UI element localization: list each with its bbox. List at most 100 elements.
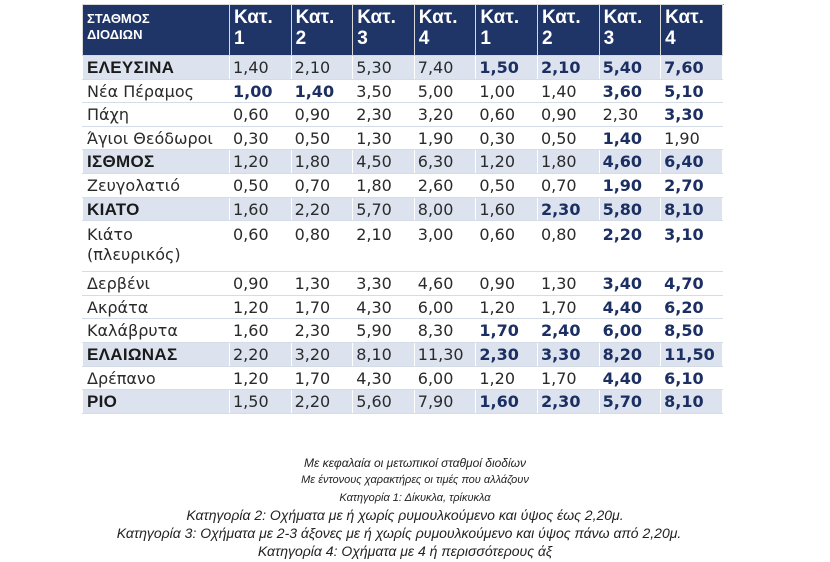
price-cell: 3,60 — [598, 78, 662, 104]
toll-price-table: ΣΤΑΘΜΟΣ ΔΙΟΔΙΩΝ Κατ. 1 Κατ. 2 Κατ. 3 Κατ. 4 … — [82, 4, 723, 414]
price-cell: 1,20 — [229, 365, 292, 391]
price-cell: 2,20 — [229, 341, 292, 367]
table-row: Ζευγολατιό 0,50 0,70 1,80 2,60 0,50 0,70 1,90 2,… — [82, 172, 723, 198]
price-cell: 0,60 — [229, 102, 292, 127]
price-cell: 8,10 — [352, 341, 415, 367]
price-cell: 3,20 — [413, 102, 477, 127]
price-cell: 2,30 — [536, 389, 600, 414]
price-cell: 1,70 — [536, 294, 600, 320]
price-cell: 2,30 — [598, 102, 662, 127]
price-cell: 7,90 — [413, 389, 477, 414]
price-cell: 1,70 — [290, 294, 354, 320]
price-cell: 2,30 — [475, 341, 538, 367]
price-cell: 8,10 — [660, 196, 723, 222]
price-cell: 4,70 — [660, 271, 723, 296]
station-header-line1: ΣΤΑΘΜΟΣ — [87, 11, 150, 26]
price-cell: 6,00 — [413, 294, 477, 320]
note-category-2: Κατηγορία 2: Οχήματα με ή χωρίς ρυμουλκο… — [186, 507, 624, 523]
price-cell: 1,20 — [475, 294, 538, 320]
price-cell: 0,70 — [536, 172, 600, 198]
price-cell: 5,70 — [352, 196, 415, 222]
price-cell: 1,20 — [475, 149, 538, 174]
price-cell: 1,60 — [229, 318, 292, 343]
price-cell: 1,80 — [290, 149, 354, 174]
price-cell: 1,40 — [536, 78, 600, 104]
price-cell: 1,80 — [352, 172, 415, 198]
price-cell: 2,10 — [290, 55, 354, 80]
price-cell: 4,30 — [352, 294, 415, 320]
price-cell: 3,00 — [413, 220, 477, 273]
table-row: ΕΛΑΙΩΝΑΣ 2,20 3,20 8,10 11,30 2,30 3,30 8,20 11,… — [82, 341, 723, 367]
price-cell: 2,40 — [536, 318, 600, 343]
price-cell: 7,40 — [413, 55, 477, 80]
category-header: Κατ. 3 — [598, 4, 662, 56]
table-row: Δερβένι 0,90 1,30 3,30 4,60 0,90 1,30 3,40 4,70 — [82, 271, 723, 296]
price-cell: 1,70 — [475, 318, 538, 343]
category-header: Κατ. 4 — [660, 4, 723, 56]
price-cell: 0,60 — [475, 220, 538, 273]
price-cell: 2,10 — [352, 220, 415, 273]
price-cell: 0,50 — [475, 172, 538, 198]
note-category-4: Κατηγορία 4: Οχήματα με 4 ή περισσότερου… — [257, 543, 553, 559]
note-capitals: Με κεφαλαία οι μετωπικοί σταθμοί διοδίων — [304, 456, 526, 470]
price-cell: 11,30 — [413, 341, 477, 367]
price-cell: 2,30 — [352, 102, 415, 127]
price-cell: 6,20 — [660, 294, 723, 320]
table-header-row: ΣΤΑΘΜΟΣ ΔΙΟΔΙΩΝ Κατ. 1 Κατ. 2 Κατ. 3 Κατ. 4 … — [82, 4, 723, 56]
note-category-1: Κατηγορία 1: Δίκυκλα, τρίκυκλα — [339, 492, 491, 504]
table-row: Άγιοι Θεόδωροι 0,30 0,50 1,30 1,90 0,30 0,50 1,… — [82, 125, 723, 151]
category-header: Κατ. 1 — [475, 4, 538, 56]
price-cell: 1,40 — [229, 55, 292, 80]
price-cell: 7,60 — [660, 55, 723, 80]
price-cell: 5,60 — [352, 389, 415, 414]
price-cell: 3,30 — [660, 102, 723, 127]
table-row: ΕΛΕΥΣΙΝΑ 1,40 2,10 5,30 7,40 1,50 2,10 5,40 7,60 — [82, 55, 723, 80]
price-cell: 0,70 — [290, 172, 354, 198]
price-cell: 3,40 — [598, 271, 662, 296]
price-cell: 2,30 — [536, 196, 600, 222]
price-cell: 11,50 — [660, 341, 723, 367]
price-cell: 3,20 — [290, 341, 354, 367]
price-cell: 4,50 — [352, 149, 415, 174]
price-cell: 5,40 — [598, 55, 662, 80]
price-cell: 3,50 — [352, 78, 415, 104]
table-row: Κιάτο (πλευρικός) 0,60 0,80 2,10 3,00 0,60 0,80… — [82, 220, 723, 273]
table-row: Καλάβρυτα 1,60 2,30 5,90 8,30 1,70 2,40 6,00 8,5… — [82, 318, 723, 343]
price-cell: 2,60 — [413, 172, 477, 198]
station-header: ΣΤΑΘΜΟΣ ΔΙΟΔΙΩΝ — [82, 4, 230, 56]
station-name: Άγιοι Θεόδωροι — [82, 125, 230, 151]
price-cell: 0,90 — [536, 102, 600, 127]
price-cell: 1,60 — [475, 196, 538, 222]
station-name: ΡΙΟ — [82, 389, 230, 414]
price-cell: 4,40 — [598, 294, 662, 320]
price-cell: 1,40 — [290, 78, 354, 104]
price-cell: 0,30 — [229, 125, 292, 151]
price-cell: 2,20 — [290, 196, 354, 222]
price-cell: 1,30 — [352, 125, 415, 151]
price-cell: 1,90 — [660, 125, 723, 151]
price-cell: 5,00 — [413, 78, 477, 104]
price-cell: 6,30 — [413, 149, 477, 174]
price-cell: 4,40 — [598, 365, 662, 391]
price-cell: 2,20 — [598, 220, 662, 273]
station-name: Δερβένι — [82, 271, 230, 296]
table-row: ΙΣΘΜΟΣ 1,20 1,80 4,50 6,30 1,20 1,80 4,60 6,40 — [82, 149, 723, 174]
price-cell: 6,00 — [413, 365, 477, 391]
station-name: ΚΙΑΤΟ — [82, 196, 230, 222]
price-cell: 5,30 — [352, 55, 415, 80]
price-cell: 1,00 — [229, 78, 292, 104]
category-header: Κατ. 2 — [536, 4, 600, 56]
price-cell: 0,50 — [290, 125, 354, 151]
price-cell: 0,80 — [536, 220, 600, 273]
note-category-3: Κατηγορία 3: Οχήματα με 2-3 άξονες με ή … — [116, 525, 682, 541]
table-row: ΡΙΟ 1,50 2,20 5,60 7,90 1,60 2,30 5,70 8,10 — [82, 389, 723, 414]
price-cell: 0,90 — [229, 271, 292, 296]
station-name: ΕΛΕΥΣΙΝΑ — [82, 55, 230, 80]
category-header: Κατ. 3 — [352, 4, 415, 56]
price-cell: 6,10 — [660, 365, 723, 391]
price-cell: 1,30 — [290, 271, 354, 296]
price-cell: 8,00 — [413, 196, 477, 222]
price-cell: 2,10 — [536, 55, 600, 80]
category-header: Κατ. 1 — [229, 4, 292, 56]
price-cell: 5,70 — [598, 389, 662, 414]
